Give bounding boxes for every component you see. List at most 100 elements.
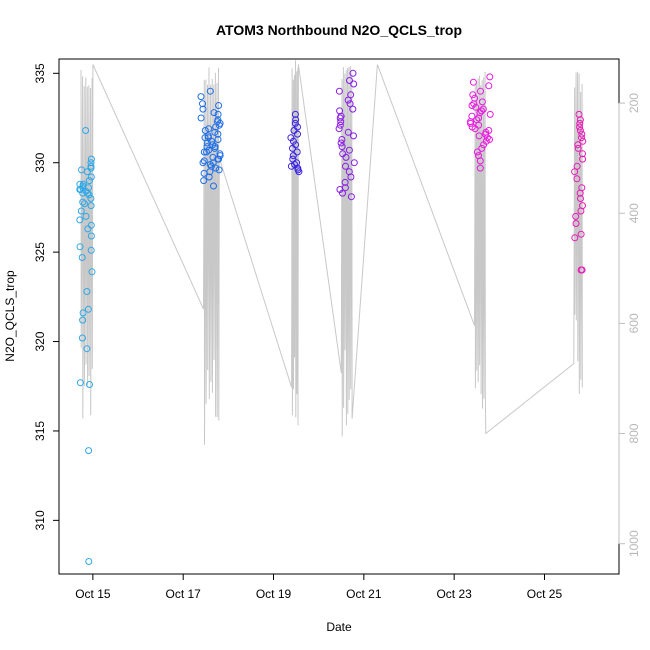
right-tick-label: 800 bbox=[627, 423, 641, 443]
data-point bbox=[203, 148, 210, 156]
data-point bbox=[199, 159, 207, 167]
data-point bbox=[215, 155, 223, 163]
data-point bbox=[206, 161, 214, 168]
data-point bbox=[206, 87, 214, 95]
data-point bbox=[197, 114, 205, 122]
data-point bbox=[338, 136, 346, 143]
data-point bbox=[349, 69, 357, 77]
data-point bbox=[86, 381, 93, 388]
data-point bbox=[346, 100, 354, 108]
data-point bbox=[345, 146, 353, 154]
data-point bbox=[289, 152, 297, 160]
data-point bbox=[291, 110, 299, 118]
data-point bbox=[200, 148, 208, 156]
x-tick-label: Oct 23 bbox=[436, 587, 472, 601]
data-point bbox=[478, 107, 485, 115]
data-point bbox=[350, 159, 358, 167]
data-point bbox=[342, 162, 349, 170]
data-point bbox=[579, 150, 586, 158]
right-tick-label: 600 bbox=[627, 313, 641, 333]
data-point bbox=[88, 268, 96, 276]
y-axis: 310 315 320 325 330 335 bbox=[33, 63, 60, 530]
data-point bbox=[78, 254, 86, 261]
data-point bbox=[572, 212, 580, 220]
data-point bbox=[576, 127, 584, 134]
data-point bbox=[472, 103, 480, 111]
data-point bbox=[214, 130, 222, 138]
data-point bbox=[483, 134, 491, 142]
data-point bbox=[346, 77, 353, 84]
data-point bbox=[476, 164, 484, 172]
x-tick-label: Oct 21 bbox=[346, 587, 382, 601]
right-tick-label: 200 bbox=[627, 93, 641, 113]
data-point bbox=[77, 207, 85, 215]
data-point bbox=[87, 195, 95, 202]
data-point bbox=[289, 137, 297, 145]
data-point bbox=[79, 198, 87, 206]
data-point bbox=[341, 178, 349, 186]
data-point bbox=[82, 127, 90, 134]
x-tick-label: Oct 19 bbox=[256, 587, 292, 601]
y-tick-label: 335 bbox=[33, 63, 47, 83]
data-point bbox=[212, 123, 220, 131]
data-point bbox=[84, 225, 92, 233]
data-point bbox=[210, 109, 218, 117]
data-point bbox=[344, 96, 352, 104]
data-point bbox=[473, 148, 481, 156]
data-point bbox=[577, 230, 585, 238]
data-point bbox=[79, 189, 87, 197]
data-point bbox=[78, 334, 86, 342]
data-point bbox=[349, 105, 357, 113]
data-point bbox=[475, 132, 483, 140]
data-point bbox=[287, 162, 295, 170]
y-tick-label: 325 bbox=[33, 242, 47, 262]
data-point bbox=[85, 177, 93, 185]
data-point bbox=[480, 141, 488, 149]
data-point bbox=[82, 212, 90, 220]
data-point bbox=[576, 116, 584, 124]
data-point bbox=[87, 159, 95, 167]
data-point bbox=[197, 93, 205, 101]
data-point bbox=[295, 168, 303, 176]
data-point bbox=[214, 110, 222, 118]
data-point bbox=[478, 144, 486, 152]
data-point bbox=[576, 123, 584, 131]
data-point bbox=[574, 141, 582, 149]
data-point bbox=[577, 195, 584, 202]
data-point bbox=[576, 189, 584, 197]
data-point bbox=[573, 175, 581, 183]
data-point bbox=[210, 182, 217, 190]
data-point bbox=[335, 125, 343, 133]
data-point bbox=[577, 207, 585, 215]
data-point bbox=[469, 78, 477, 86]
data-point bbox=[85, 447, 93, 455]
data-point bbox=[201, 127, 209, 134]
data-point bbox=[87, 246, 95, 254]
data-point bbox=[87, 155, 95, 163]
data-point bbox=[475, 121, 483, 129]
data-point bbox=[571, 234, 579, 242]
data-point bbox=[336, 121, 344, 129]
data-point bbox=[79, 309, 87, 317]
data-point bbox=[578, 130, 586, 138]
data-point bbox=[200, 157, 208, 165]
data-point bbox=[87, 232, 95, 240]
data-point bbox=[83, 345, 91, 353]
data-point bbox=[76, 379, 84, 387]
data-point bbox=[342, 153, 350, 161]
data-point bbox=[468, 102, 476, 109]
data-point bbox=[482, 130, 490, 138]
data-point bbox=[294, 130, 301, 138]
data-point bbox=[87, 173, 95, 181]
pressure-line bbox=[80, 60, 583, 445]
data-point bbox=[471, 94, 479, 102]
data-point bbox=[579, 155, 587, 163]
x-axis-label: Date bbox=[326, 620, 352, 634]
data-point bbox=[467, 119, 474, 127]
data-point bbox=[200, 177, 208, 185]
data-point bbox=[214, 136, 222, 143]
data-point bbox=[87, 164, 95, 172]
data-point bbox=[84, 305, 92, 313]
